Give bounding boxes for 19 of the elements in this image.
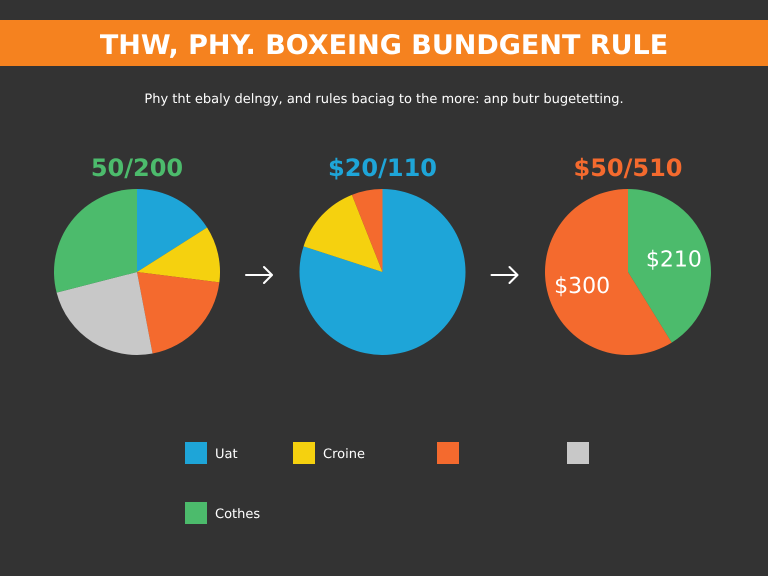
chart-title: $50/510: [574, 154, 682, 182]
data-label: $210: [646, 248, 702, 273]
pie-slice: [628, 189, 711, 343]
pie-slice: [137, 228, 220, 282]
pie-slice: [352, 189, 382, 272]
pie-slice: [300, 189, 466, 355]
text: Phy tht ebaly delngy, and rules baciag to the more: anp butr bugetetting.: [144, 92, 624, 107]
pie-slice: [137, 189, 208, 272]
pie-slice: [54, 189, 137, 293]
legend-label: Uat: [215, 447, 238, 462]
legend-label: Cothes: [215, 507, 260, 522]
chart-title: 50/200: [90, 154, 184, 182]
data-label: $300: [554, 274, 610, 299]
chart-title: $20/110: [328, 154, 437, 182]
pie-slice: [304, 194, 382, 272]
text: THW, PHY. BOXEING BUNDGENT RULE: [100, 30, 668, 61]
pie-slice: [137, 272, 220, 354]
legend-label: Croine: [323, 447, 365, 462]
pie-slice: [56, 272, 153, 355]
